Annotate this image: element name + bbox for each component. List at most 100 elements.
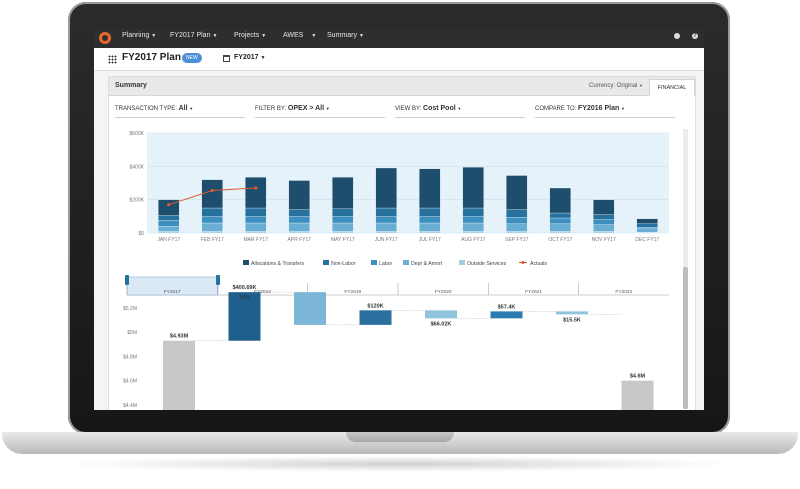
chevron-down-icon: ▼ xyxy=(261,33,267,39)
currency-label: Currency: Original xyxy=(589,83,638,89)
compare-to-filter[interactable]: COMPARE TO: FY2016 Plan ▼ xyxy=(535,105,625,112)
nav-label: AWES xyxy=(283,32,304,39)
waterfall-bar xyxy=(621,380,654,410)
actuals-point xyxy=(167,203,171,207)
chevron-down-icon: ▼ xyxy=(151,33,157,39)
app-grid-icon[interactable] xyxy=(108,55,117,64)
legend-swatch xyxy=(243,260,249,265)
nav-label: FY2017 Plan xyxy=(170,32,211,39)
nav-fy2017-plan[interactable]: FY2017 Plan ▼ xyxy=(170,32,217,39)
filter-underline xyxy=(115,117,245,118)
bar-segment xyxy=(549,187,571,214)
bar-segment xyxy=(462,216,484,224)
chevron-down-icon: ▼ xyxy=(212,33,218,39)
settings-icon[interactable] xyxy=(674,33,680,39)
nav-summary[interactable]: Summary ▼ xyxy=(327,32,364,39)
help-icon[interactable]: ? xyxy=(692,33,698,39)
waterfall-bar xyxy=(425,310,457,319)
timeline-label: FY2020 xyxy=(435,289,452,295)
filter-label: VIEW BY: xyxy=(395,106,422,112)
y-tick-label: $4.6M xyxy=(123,379,137,385)
bar-segment xyxy=(158,231,180,234)
bar-segment xyxy=(375,167,397,209)
bar-segment xyxy=(636,227,658,229)
transaction-type-filter[interactable]: TRANSACTION TYPE: All ▼ xyxy=(115,105,193,112)
summary-panel: Summary Currency: Original ▼ FINANCIAL T… xyxy=(108,76,696,410)
bar-segment xyxy=(636,228,658,233)
x-tick-label: NOV FY17 xyxy=(592,237,616,243)
x-tick-label: AUG FY17 xyxy=(461,237,485,243)
nav-planning[interactable]: Planning ▼ xyxy=(122,32,156,39)
bar-segment xyxy=(506,175,528,210)
x-tick-label: JUL FY17 xyxy=(419,237,441,243)
plan-header: FY2017 Plan NEW FY2017 ▼ xyxy=(94,48,704,71)
waterfall-value-label: $400.69K xyxy=(233,285,257,291)
bar-segment xyxy=(158,220,180,227)
bar-segment xyxy=(288,222,310,232)
bar-segment xyxy=(201,222,223,232)
bar-segment xyxy=(332,222,354,232)
legend-label: Non-Labor xyxy=(331,261,356,267)
waterfall-value-label: $4.6M xyxy=(630,374,646,380)
legend-swatch xyxy=(459,260,465,265)
filter-by-filter[interactable]: FILTER BY: OPEX > All ▼ xyxy=(255,105,330,112)
legend-label: Actuals xyxy=(530,261,547,267)
waterfall-value-label: $66.02K xyxy=(431,321,452,327)
chevron-down-icon: ▼ xyxy=(260,55,266,61)
filter-label: FILTER BY: xyxy=(255,106,287,112)
laptop-shadow xyxy=(60,456,740,472)
bar-segment xyxy=(201,216,223,224)
x-tick-label: JUN FY17 xyxy=(375,237,398,243)
legend-label: Allocations & Transfers xyxy=(251,261,304,267)
timeline-label: FY2022 xyxy=(615,289,632,295)
bar-segment xyxy=(288,180,310,210)
bar-segment xyxy=(462,222,484,232)
x-tick-label: OCT FY17 xyxy=(548,237,572,243)
bar-segment xyxy=(593,224,615,232)
bar-segment xyxy=(506,209,528,218)
bar-segment xyxy=(462,167,484,209)
legend-label: Outside Services xyxy=(467,261,507,267)
bar-segment xyxy=(549,212,571,219)
bar-segment xyxy=(245,231,267,234)
chevron-down-icon: ▼ xyxy=(639,83,643,88)
waterfall-bar xyxy=(228,292,261,341)
scrollbar-thumb[interactable] xyxy=(683,267,688,409)
waterfall-value-label: $15.5K xyxy=(563,317,581,323)
nav-projects[interactable]: Projects ▼ xyxy=(234,32,266,39)
legend-label: Depr & Amort xyxy=(411,261,443,267)
y-tick-label: $5.2M xyxy=(123,306,137,312)
legend-label: Labor xyxy=(379,261,393,267)
nav-awes[interactable]: AWES ▼ xyxy=(283,32,316,39)
bar-segment xyxy=(549,231,571,234)
timeline-handle-right xyxy=(216,275,220,285)
x-tick-label: SEP FY17 xyxy=(505,237,528,243)
bar-segment xyxy=(245,177,267,209)
tab-financial[interactable]: FINANCIAL xyxy=(649,79,695,96)
laptop-base xyxy=(2,432,798,454)
x-tick-label: DEC FY17 xyxy=(635,237,659,243)
bar-segment xyxy=(375,216,397,224)
app-logo-icon[interactable] xyxy=(99,32,111,44)
chevron-down-icon: ▼ xyxy=(358,33,364,39)
bar-segment xyxy=(593,219,615,225)
nav-label: Projects xyxy=(234,32,260,39)
currency-select[interactable]: Currency: Original ▼ xyxy=(589,83,643,89)
filter-value: OPEX > All xyxy=(287,105,325,112)
filter-underline xyxy=(255,117,385,118)
waterfall-bar xyxy=(359,310,392,325)
legend-swatch xyxy=(371,260,377,265)
filter-label: TRANSACTION TYPE: xyxy=(115,106,177,112)
chevron-down-icon: ▼ xyxy=(325,106,330,111)
view-by-filter[interactable]: VIEW BY: Cost Pool ▼ xyxy=(395,105,461,112)
fiscal-year-select[interactable]: FY2017 ▼ xyxy=(234,54,265,61)
bar-segment xyxy=(201,207,223,217)
timeline-label: FY2018 xyxy=(254,289,271,295)
bar-segment xyxy=(332,177,354,209)
plot-area-background xyxy=(147,133,669,233)
timeline-label: FY2017 xyxy=(164,289,181,295)
filter-value: Cost Pool xyxy=(423,105,456,112)
bar-segment xyxy=(375,222,397,232)
bar-segment xyxy=(549,223,571,232)
bar-segment xyxy=(506,231,528,234)
